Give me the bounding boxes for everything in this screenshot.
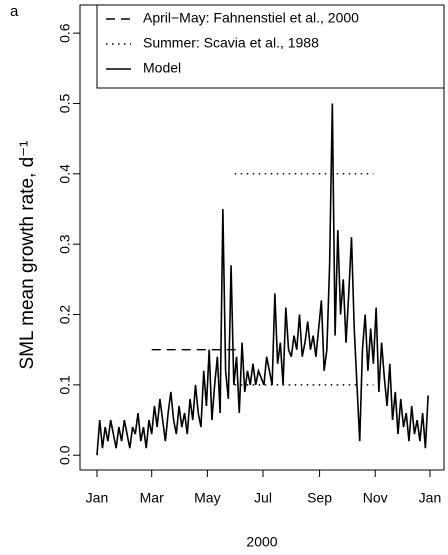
y-tick-label: 0.6 (57, 23, 73, 43)
x-tick-label: Jan (86, 490, 109, 506)
y-axis-label: SML mean growth rate, d⁻¹ (17, 141, 38, 370)
y-tick-label: 0.5 (57, 94, 73, 114)
x-tick-label: Mar (140, 490, 164, 506)
legend-label: Summer: Scavia et al., 1988 (143, 35, 319, 51)
series-line (96, 103, 429, 456)
x-axis-label: 2000 (246, 534, 277, 550)
y-tick-label: 0.4 (57, 164, 73, 184)
x-tick-label: May (194, 490, 220, 506)
legend-label: Model (143, 60, 181, 76)
y-tick-label: 0.0 (57, 445, 73, 465)
legend-box (96, 4, 445, 89)
y-tick-label: 0.3 (57, 234, 73, 254)
x-tick-label: Nov (363, 490, 388, 506)
x-tick-label: Jan (419, 490, 442, 506)
legend-label: April−May: Fahnenstiel et al., 2000 (143, 10, 359, 26)
x-tick-label: Jul (254, 490, 272, 506)
x-tick-label: Sep (307, 490, 332, 506)
y-tick-label: 0.2 (57, 305, 73, 325)
y-tick-label: 0.1 (57, 375, 73, 395)
panel-label: a (10, 3, 19, 20)
